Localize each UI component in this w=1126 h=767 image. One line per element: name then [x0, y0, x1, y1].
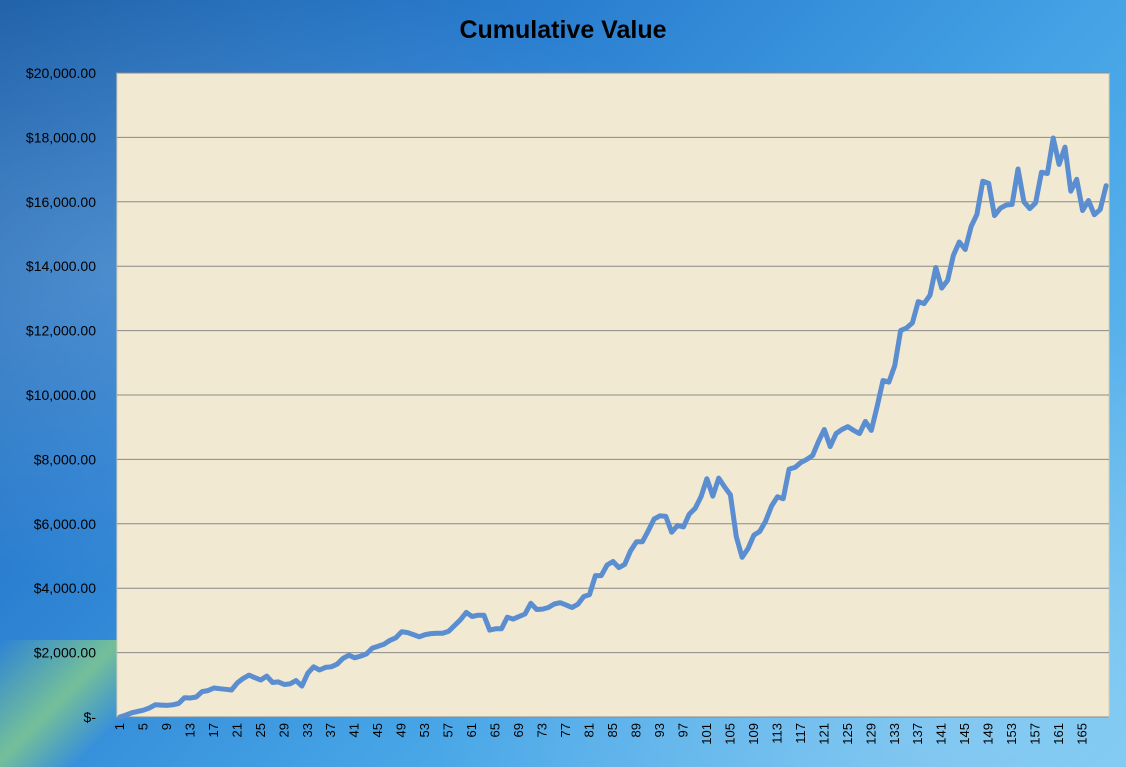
x-tick-label: 161 [1051, 723, 1066, 745]
y-tick-label: $20,000.00 [26, 65, 96, 81]
y-tick-label: $- [84, 709, 97, 725]
x-tick-label: 137 [910, 723, 925, 745]
y-tick-label: $14,000.00 [26, 258, 96, 274]
x-tick-label: 61 [464, 723, 479, 737]
x-tick-label: 101 [699, 723, 714, 745]
x-tick-label: 129 [863, 723, 878, 745]
x-tick-label: 117 [793, 723, 808, 744]
x-tick-label: 109 [746, 723, 761, 745]
x-tick-label: 133 [887, 723, 902, 745]
x-tick-label: 53 [417, 723, 432, 737]
y-tick-label: $16,000.00 [26, 194, 96, 210]
x-tick-label: 49 [394, 723, 409, 737]
x-tick-label: 41 [347, 723, 362, 737]
x-tick-label: 141 [934, 723, 949, 745]
y-tick-label: $8,000.00 [34, 451, 96, 467]
x-tick-label: 57 [441, 723, 456, 737]
x-tick-label: 77 [558, 723, 573, 737]
x-tick-label: 69 [511, 723, 526, 737]
x-tick-label: 157 [1028, 723, 1043, 745]
series-line [117, 135, 1109, 720]
x-tick-label: 73 [535, 723, 550, 737]
x-tick-label: 113 [769, 723, 784, 744]
x-tick-label: 97 [675, 723, 690, 737]
x-tick-label: 37 [323, 723, 338, 737]
x-tick-label: 5 [135, 723, 150, 730]
x-tick-label: 65 [488, 723, 503, 737]
x-tick-label: 153 [1004, 723, 1019, 745]
x-tick-label: 25 [253, 723, 268, 737]
y-tick-label: $2,000.00 [34, 645, 96, 661]
x-tick-label: 21 [229, 723, 244, 737]
x-tick-label: 93 [652, 723, 667, 737]
chart-title: Cumulative Value [459, 16, 667, 44]
x-tick-label: 33 [300, 723, 315, 737]
y-tick-label: $6,000.00 [34, 516, 96, 532]
x-tick-label: 13 [182, 723, 197, 737]
y-tick-label: $18,000.00 [26, 129, 96, 145]
y-tick-label: $10,000.00 [26, 387, 96, 403]
x-tick-label: 17 [206, 723, 221, 737]
x-tick-label: 45 [370, 723, 385, 737]
x-tick-label: 125 [840, 723, 855, 745]
x-tick-label: 9 [159, 723, 174, 730]
x-tick-label: 121 [816, 723, 831, 745]
x-tick-label: 85 [605, 723, 620, 737]
x-tick-label: 29 [276, 723, 291, 737]
x-tick-label: 1 [112, 723, 127, 730]
y-tick-label: $4,000.00 [34, 580, 96, 596]
x-tick-label: 145 [957, 723, 972, 745]
x-tick-label: 81 [582, 723, 597, 737]
x-tick-label: 89 [628, 723, 643, 737]
x-tick-label: 149 [981, 723, 996, 745]
x-tick-label: 105 [722, 723, 737, 745]
x-tick-label: 165 [1075, 723, 1090, 745]
y-tick-label: $12,000.00 [26, 323, 96, 339]
